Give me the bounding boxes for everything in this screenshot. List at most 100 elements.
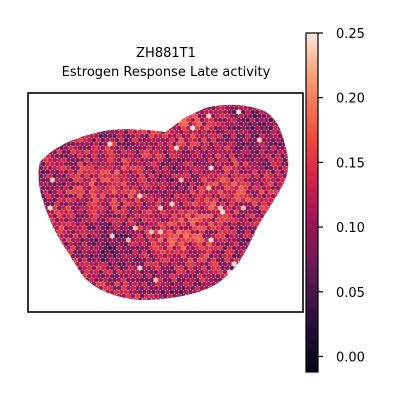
spot	[217, 213, 223, 219]
spot	[148, 109, 154, 115]
spot	[208, 277, 214, 283]
spot	[178, 201, 184, 207]
spot	[135, 133, 140, 139]
spot	[181, 302, 186, 307]
spot	[176, 253, 182, 259]
spot	[243, 265, 248, 271]
spot	[194, 117, 200, 123]
spot	[132, 129, 138, 135]
spot	[238, 185, 244, 191]
spot	[224, 249, 230, 255]
spot	[282, 253, 288, 259]
spot	[185, 293, 191, 299]
spot	[142, 233, 147, 239]
spot	[178, 185, 184, 191]
spot	[245, 133, 251, 139]
spot	[75, 181, 81, 187]
spot	[254, 157, 260, 163]
spot	[286, 157, 289, 163]
spot	[206, 113, 212, 119]
spot	[206, 257, 212, 263]
spot	[105, 201, 110, 207]
spot	[38, 237, 39, 243]
spot	[112, 181, 117, 187]
spot	[45, 98, 50, 103]
spot	[273, 181, 278, 187]
spot	[59, 121, 64, 127]
spot	[160, 129, 166, 135]
spot	[114, 225, 120, 231]
spot	[98, 302, 103, 307]
spot	[43, 245, 48, 251]
spot	[240, 109, 246, 115]
spot	[238, 249, 244, 255]
spot	[148, 125, 154, 131]
spot	[54, 185, 60, 191]
spot	[32, 138, 37, 143]
spot	[289, 242, 294, 247]
spot	[158, 237, 163, 243]
spot	[197, 193, 202, 199]
spot	[43, 149, 48, 155]
spot	[132, 273, 138, 279]
spot	[59, 201, 64, 207]
spot	[56, 189, 62, 195]
spot	[63, 121, 69, 127]
spot	[84, 285, 90, 291]
spot	[208, 197, 214, 203]
spot	[167, 229, 173, 235]
spot	[151, 98, 156, 103]
spot	[73, 129, 78, 135]
spot	[121, 181, 127, 187]
spot	[252, 177, 258, 183]
spot	[181, 229, 186, 235]
spot	[125, 189, 131, 195]
spot	[250, 117, 255, 123]
spot	[266, 241, 271, 247]
spot	[254, 165, 260, 171]
spot	[66, 173, 71, 179]
spot	[176, 149, 182, 155]
spot	[215, 265, 221, 271]
spot	[148, 285, 154, 291]
spot	[38, 157, 44, 163]
spot	[204, 109, 209, 115]
spot	[32, 274, 37, 279]
spot	[220, 98, 225, 103]
spot	[85, 302, 90, 307]
spot	[188, 185, 193, 191]
spot	[98, 213, 104, 219]
spot	[286, 221, 289, 227]
spot	[135, 269, 140, 275]
spot	[236, 117, 242, 123]
spot	[284, 281, 289, 287]
spot	[292, 174, 297, 179]
spot	[273, 245, 278, 251]
spot	[89, 221, 94, 227]
spot	[245, 269, 251, 275]
spot	[59, 129, 64, 135]
spot	[155, 217, 161, 223]
spot	[96, 257, 101, 263]
spot	[240, 229, 246, 235]
spot	[50, 297, 55, 300]
spot	[73, 201, 78, 207]
spot	[56, 253, 62, 259]
spot	[100, 145, 106, 151]
spot	[201, 257, 207, 263]
spot	[199, 221, 205, 227]
spot	[116, 197, 122, 203]
spot	[153, 173, 159, 179]
spot	[238, 257, 244, 263]
spot	[194, 141, 200, 147]
spot	[70, 189, 76, 195]
spot	[199, 165, 205, 171]
spot	[252, 153, 258, 159]
spot	[247, 289, 253, 295]
spot	[227, 269, 232, 275]
spot	[45, 241, 51, 247]
spot	[100, 169, 106, 175]
spot	[208, 229, 214, 235]
spot	[211, 145, 216, 151]
spot	[38, 141, 39, 147]
